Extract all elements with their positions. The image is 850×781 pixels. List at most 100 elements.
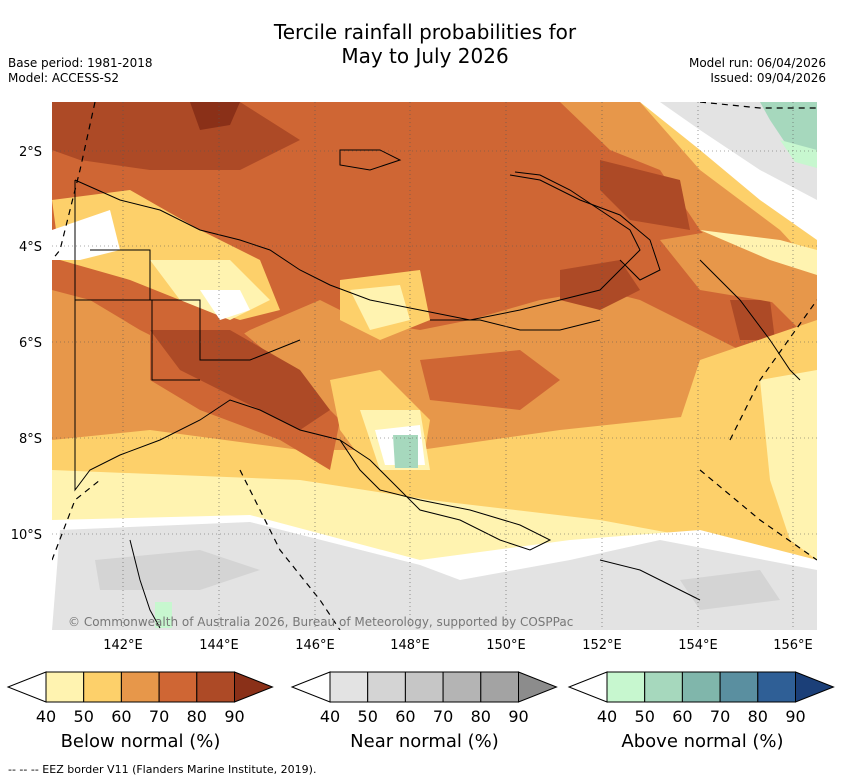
colorbar-near-tick: 70 — [433, 707, 453, 726]
colorbar-near-segment — [367, 671, 406, 703]
model-name: Model: ACCESS-S2 — [8, 71, 120, 85]
map-title: Tercile rainfall probabilities for May t… — [0, 20, 850, 68]
map-frame: © Commonwealth of Australia 2026, Bureau… — [52, 102, 817, 630]
colorbar-below-segment — [45, 671, 85, 703]
lat-labels: 2°S 4°S 6°S 8°S 10°S — [11, 145, 42, 543]
colorbar-below-segment — [83, 671, 122, 703]
ng-tail — [430, 319, 601, 331]
eez-north-east — [699, 102, 817, 109]
colorbar-below-tick: 60 — [111, 707, 131, 726]
region-below-70c — [420, 350, 560, 410]
colorbar-below-segment — [158, 671, 198, 703]
region-below-80b — [150, 330, 330, 430]
colorbar-above-segment — [644, 671, 683, 703]
eez-east-bottom — [699, 469, 817, 561]
colorbar-above-tick: 70 — [710, 707, 730, 726]
eez-borders — [52, 102, 817, 630]
colorbar-below-segment — [120, 671, 160, 703]
colorbar-above-segment — [757, 671, 796, 703]
lon-label: 154°E — [678, 638, 718, 653]
colorbar-near-tick: 90 — [508, 707, 528, 726]
gridlines — [52, 102, 817, 630]
colorbar-near-max-arrow — [518, 671, 558, 703]
colorbar-above-tick: 80 — [748, 707, 768, 726]
colorbar-above-tick: 40 — [597, 707, 617, 726]
colorbar-above-segment — [681, 671, 721, 703]
region-below-80 — [52, 102, 300, 170]
meta-left: Base period: 1981-2018 Model: ACCESS-S2 — [8, 56, 153, 86]
lon-label: 156°E — [773, 638, 813, 653]
colorbar-near-tick: 60 — [395, 707, 415, 726]
colorbar-near-tick: 50 — [358, 707, 378, 726]
region-white-left — [52, 210, 120, 260]
region-above-40b — [155, 602, 172, 628]
solomon-islands — [599, 559, 701, 601]
region-white-pocket — [200, 290, 250, 320]
region-near-50b — [680, 570, 780, 610]
base-period: Base period: 1981-2018 — [8, 56, 153, 70]
title-line-2: May to July 2026 — [341, 44, 509, 68]
colorbar-above-segment — [719, 671, 759, 703]
colorbar-above-segment — [606, 671, 646, 703]
colorbars: 40 50 60 70 80 90 40 50 60 70 80 90 40 50 60 70 80 90 — [6, 671, 835, 726]
meta-right: Model run: 06/04/2026 Issued: 09/04/2026 — [689, 56, 826, 86]
region-below-60b — [660, 230, 817, 310]
region-below-80d — [730, 300, 775, 340]
border-1 — [90, 249, 301, 361]
colorbar-below-tick: 90 — [224, 707, 244, 726]
lon-label: 152°E — [582, 638, 622, 653]
lon-label: 144°E — [199, 638, 239, 653]
lat-label: 10°S — [11, 528, 42, 543]
new-britain — [509, 174, 661, 281]
colorbar-below-tick: 70 — [149, 707, 169, 726]
manus-island — [339, 149, 402, 171]
colorbar-near-segment — [404, 671, 444, 703]
eez-west-top — [52, 102, 96, 261]
colorbar-below-min-arrow — [6, 671, 47, 703]
copyright-text: © Commonwealth of Australia 2026, Bureau… — [68, 615, 573, 629]
border-3 — [151, 300, 200, 381]
cape-york — [129, 539, 161, 629]
colorbar-below-tick: 80 — [187, 707, 207, 726]
ng-south-coast — [74, 180, 552, 551]
region-above-40 — [780, 140, 817, 168]
region-below-40d — [760, 370, 817, 560]
region-below-80e — [600, 160, 690, 230]
footer-note: -- -- -- EEZ border V11 (Flanders Marine… — [8, 763, 317, 776]
colorbar-near-label: Near normal (%) — [350, 731, 499, 752]
title-line-1: Tercile rainfall probabilities for — [273, 20, 577, 44]
colorbar-above-tick: 60 — [672, 707, 692, 726]
region-near-40 — [52, 522, 817, 630]
colorbar-near-segment — [480, 671, 519, 703]
colorbar-near-min-arrow — [290, 671, 331, 703]
lon-labels: 142°E 144°E 146°E 148°E 150°E 152°E 154°… — [103, 638, 813, 653]
region-below-40b — [350, 285, 410, 330]
model-run: Model run: 06/04/2026 — [688, 56, 826, 70]
bougainville — [699, 259, 801, 381]
colorbar-below-tick: 40 — [36, 707, 56, 726]
region-below-90 — [190, 102, 240, 130]
lat-label: 2°S — [19, 145, 42, 160]
lon-label: 142°E — [103, 638, 143, 653]
region-below-40e — [700, 230, 817, 275]
colorbar-above-max-arrow — [795, 671, 835, 703]
colorbar-near-segment — [329, 671, 369, 703]
eez-east — [729, 299, 817, 441]
colorbar-near-segment — [442, 671, 482, 703]
issued-date: Issued: 09/04/2026 — [710, 71, 826, 85]
lat-label: 8°S — [19, 432, 42, 447]
lon-label: 150°E — [486, 638, 526, 653]
region-below-80c — [560, 260, 640, 310]
colorbar-near-tick: 40 — [320, 707, 340, 726]
coastlines — [74, 149, 801, 629]
lon-label: 148°E — [390, 638, 430, 653]
colorbar-below-max-arrow — [234, 671, 274, 703]
region-above-50b — [393, 435, 418, 468]
colorbar-above-min-arrow — [567, 671, 608, 703]
lon-label: 146°E — [295, 638, 335, 653]
colorbar-below-label: Below normal (%) — [60, 731, 221, 752]
colorbar-near-tick: 80 — [471, 707, 491, 726]
colorbar-above-tick: 90 — [785, 707, 805, 726]
lat-label: 4°S — [19, 240, 42, 255]
